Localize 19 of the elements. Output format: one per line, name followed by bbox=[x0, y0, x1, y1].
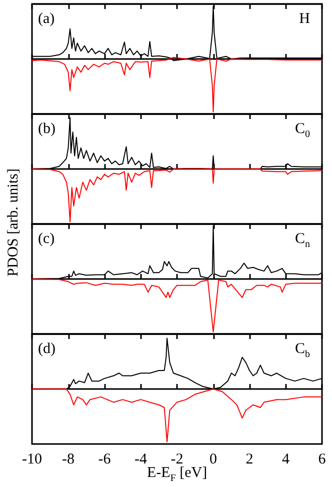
x-tick-label: 4 bbox=[282, 452, 290, 468]
x-tick-label: 6 bbox=[318, 452, 326, 468]
x-tick-label: -4 bbox=[134, 452, 148, 468]
x-tick-label: -2 bbox=[170, 452, 184, 468]
annotation: C$_{0}$ bbox=[294, 121, 310, 140]
annotation: C$_{n}$ bbox=[294, 231, 310, 250]
annotation: C$_{b}$ bbox=[294, 341, 310, 360]
annotation: H bbox=[299, 11, 310, 27]
x-tick-label: 0 bbox=[210, 452, 217, 468]
x-tick-label: -6 bbox=[98, 452, 112, 468]
x-tick-label: -10 bbox=[22, 452, 42, 468]
x-axis-title: E-E$_{F}$ [eV] bbox=[146, 465, 208, 484]
annotation: (c) bbox=[38, 231, 55, 247]
annotation: (b) bbox=[38, 121, 56, 137]
x-tick-label: 2 bbox=[246, 452, 254, 468]
annotation: (a) bbox=[38, 11, 55, 27]
y-axis-title: PDOS [arb. units] bbox=[6, 168, 22, 278]
annotation: (d) bbox=[38, 341, 56, 357]
x-tick-label: -8 bbox=[62, 452, 74, 468]
